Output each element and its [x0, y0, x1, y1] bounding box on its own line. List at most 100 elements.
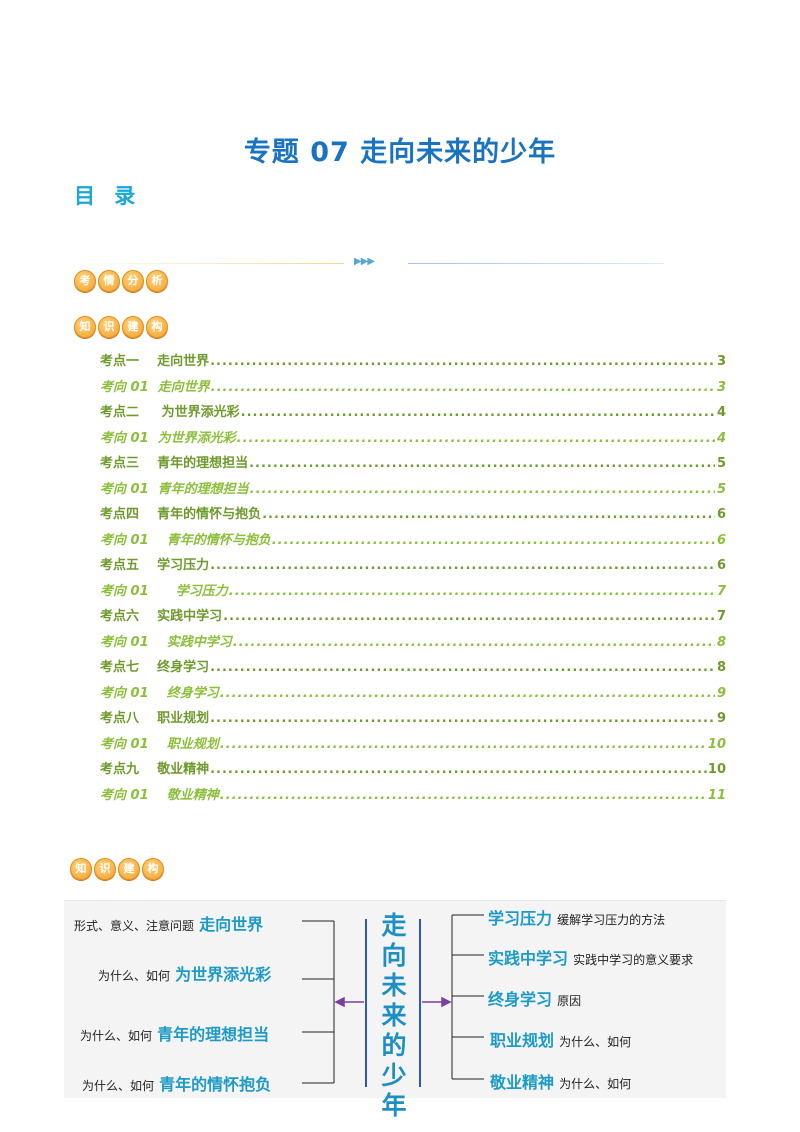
- toc-entry[interactable]: 考向 01 敬业精神 11: [100, 784, 726, 810]
- badge-char: 分: [122, 270, 144, 292]
- toc-page: 6: [716, 532, 726, 548]
- node-topic: 实践中学习: [488, 949, 569, 968]
- toc-entry[interactable]: 考向 01 走向世界 3: [100, 376, 726, 402]
- toc-entry[interactable]: 考向 01 实践中学习 8: [100, 631, 726, 657]
- toc-leader: [233, 635, 715, 650]
- toc-entry-label: 考向 01 走向世界: [100, 379, 210, 395]
- toc-page: 6: [716, 507, 726, 522]
- toc-entry-label: 考点五 学习压力: [100, 558, 210, 573]
- toc-entry-label: 考点八 职业规划: [100, 711, 210, 726]
- badge-knowledge-structure: 知 识 建 构: [74, 316, 168, 338]
- toc-leader: [220, 737, 707, 752]
- mind-map-right-node: 实践中学习 实践中学习的意义要求: [488, 945, 693, 969]
- node-suffix: 原因: [557, 994, 582, 1008]
- toc-page: 7: [716, 583, 726, 599]
- node-suffix: 为什么、如何: [559, 1035, 632, 1049]
- toc-entry[interactable]: 考向 01 为世界添光彩 4: [100, 427, 726, 453]
- toc-entry[interactable]: 考点五 学习压力 6: [100, 554, 726, 580]
- toc-entry[interactable]: 考点一 走向世界 3: [100, 350, 726, 376]
- toc-page: 3: [716, 354, 726, 369]
- toc-entry-label: 考点二 为世界添光彩: [100, 405, 240, 420]
- mind-map-right-node: 敬业精神 为什么、如何: [490, 1069, 631, 1093]
- mind-map-right-node: 终身学习 原因: [488, 986, 581, 1010]
- toc-entry-label: 考向 01 为世界添光彩: [100, 430, 236, 446]
- badge-char: 知: [74, 316, 96, 338]
- toc-entry-label: 考向 01 学习压力: [100, 583, 228, 599]
- toc-page: 5: [716, 481, 726, 497]
- toc-entry-label: 考向 01 职业规划: [100, 736, 219, 752]
- mind-map-lines: [302, 914, 484, 1087]
- node-suffix: 缓解学习压力的方法: [557, 913, 666, 927]
- toc-leader: [210, 660, 715, 675]
- mind-map-left-node: 为什么、如何 青年的理想担当: [80, 1021, 269, 1045]
- toc-entry[interactable]: 考点六 实践中学习 7: [100, 605, 726, 631]
- node-prefix: 为什么、如何: [82, 1079, 155, 1093]
- toc-page: 8: [716, 660, 726, 675]
- node-topic: 走向世界: [199, 915, 264, 934]
- node-prefix: 形式、意义、注意问题: [74, 919, 195, 933]
- toc-leader: [223, 609, 715, 624]
- toc-entry[interactable]: 考向 01 青年的情怀与抱负 6: [100, 529, 726, 555]
- toc-leader: [210, 354, 715, 369]
- toc-page: 9: [716, 711, 726, 726]
- node-topic: 终身学习: [488, 990, 553, 1009]
- mind-map-right-node: 职业规划 为什么、如何: [490, 1027, 631, 1051]
- toc-page: 3: [716, 379, 726, 395]
- mind-map-left-node: 形式、意义、注意问题 走向世界: [74, 911, 263, 935]
- toc-entry[interactable]: 考点四 青年的情怀与抱负 6: [100, 503, 726, 529]
- toc-page: 11: [707, 787, 726, 803]
- divider-arrows-icon: ▶▶▶: [354, 256, 375, 267]
- badge-char: 识: [94, 858, 116, 880]
- toc-entry-label: 考点三 青年的理想担当: [100, 456, 249, 471]
- toc-entry[interactable]: 考向 01 青年的理想担当 5: [100, 478, 726, 504]
- toc-entry[interactable]: 考向 01 终身学习 9: [100, 682, 726, 708]
- toc-leader: [272, 533, 715, 548]
- mind-map-left-node: 为什么、如何 青年的情怀抱负: [82, 1071, 271, 1095]
- toc-entry-label: 考向 01 青年的情怀与抱负: [100, 532, 271, 548]
- badge-char: 构: [142, 858, 164, 880]
- toc-entry[interactable]: 考点七 终身学习 8: [100, 656, 726, 682]
- toc-entry[interactable]: 考点三 青年的理想担当 5: [100, 452, 726, 478]
- node-topic: 敬业精神: [490, 1073, 555, 1092]
- badge-char: 构: [146, 316, 168, 338]
- badge-char: 考: [74, 270, 96, 292]
- toc-page: 5: [716, 456, 726, 471]
- node-topic: 为世界添光彩: [175, 965, 272, 984]
- toc-entry-label: 考点七 终身学习: [100, 660, 210, 675]
- badge-char: 识: [98, 316, 120, 338]
- node-suffix: 实践中学习的意义要求: [573, 953, 694, 967]
- toc-leader: [250, 482, 715, 497]
- toc-page: 10: [707, 762, 726, 777]
- toc-heading: 目 录: [74, 184, 142, 208]
- toc-entry[interactable]: 考向 01 学习压力 7: [100, 580, 726, 606]
- node-topic: 青年的情怀抱负: [159, 1075, 272, 1094]
- toc-page: 7: [716, 609, 726, 624]
- toc-leader: [241, 405, 715, 420]
- toc-entry[interactable]: 考点九 敬业精神 10: [100, 758, 726, 784]
- toc-entry-label: 考点一 走向世界: [100, 354, 210, 369]
- toc-entry[interactable]: 考点八 职业规划 9: [100, 707, 726, 733]
- toc-leader: [237, 431, 715, 446]
- toc-leader: [211, 380, 715, 395]
- mind-map: 走向未来的少年 形式、意义、注意问题 走向世界 为什么、如何 为世界添光彩 为什…: [64, 900, 726, 1120]
- toc-entry-label: 考点六 实践中学习: [100, 609, 223, 624]
- mind-map-left-node: 为什么、如何 为世界添光彩: [98, 961, 271, 985]
- node-prefix: 为什么、如何: [98, 969, 171, 983]
- toc-page: 10: [707, 736, 726, 752]
- toc-leader: [229, 584, 715, 599]
- mind-map-center-title: 走向未来的少年: [381, 911, 407, 1120]
- toc-entry[interactable]: 考向 01 职业规划 10: [100, 733, 726, 759]
- table-of-contents: 考点一 走向世界 3 考向 01 走向世界 3 考点二 为世界添光彩 4 考向 01 …: [100, 350, 726, 809]
- badge-char: 析: [146, 270, 168, 292]
- badge-knowledge-structure-2: 知 识 建 构: [70, 858, 164, 880]
- toc-entry-label: 考点四 青年的情怀与抱负: [100, 507, 262, 522]
- page-title: 专题 07 走向未来的少年: [243, 137, 557, 168]
- toc-leader: [220, 788, 707, 803]
- toc-entry-label: 考向 01 敬业精神: [100, 787, 219, 803]
- badge-exam-analysis: 考 情 分 析: [74, 270, 168, 292]
- toc-entry-label: 考向 01 终身学习: [100, 685, 219, 701]
- node-prefix: 为什么、如何: [80, 1029, 153, 1043]
- toc-page: 8: [716, 634, 726, 650]
- toc-entry[interactable]: 考点二 为世界添光彩 4: [100, 401, 726, 427]
- badge-char: 情: [98, 270, 120, 292]
